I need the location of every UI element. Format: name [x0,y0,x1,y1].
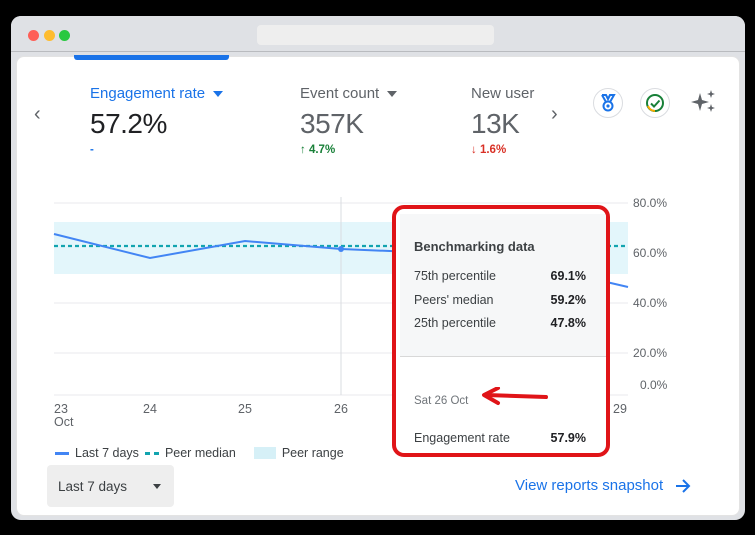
view-reports-snapshot-link[interactable]: View reports snapshot [515,477,691,494]
chevron-right-icon[interactable]: › [551,103,558,125]
data-quality-button[interactable] [640,88,670,118]
metric-delta: - [90,144,94,156]
y-tick: 40.0% [633,296,667,310]
tooltip-row-median: Peers' median 59.2% [414,293,586,307]
x-axis-labels: 23 Oct 24 25 26 29 [54,402,627,429]
metric-value: 13K [471,108,520,139]
tooltip-row-engagement: Engagement rate 57.9% [414,431,586,445]
engagement-chart[interactable]: 80.0% 60.0% 40.0% 20.0% 0.0% 23 Oct 24 2… [17,177,741,477]
caret-down-icon [153,483,162,489]
metric-label: Event count [300,85,398,102]
row-value: 69.1% [550,269,586,283]
arrow-right-icon [676,478,691,493]
metric-label-text: New user [471,85,535,102]
check-circle-icon [646,94,664,112]
caret-down-icon [213,90,224,97]
delta-value: 1.6% [479,144,507,156]
metric-label-text: Engagement rate [90,85,206,102]
y-tick: 20.0% [633,346,667,360]
metric-value: 57.2% [90,108,167,139]
metric-delta: ↓ 1.6% [471,144,539,156]
row-label: Peers' median [414,293,494,307]
active-metric-indicator [74,55,229,60]
browser-window: ‹ Engagement rate 57.2% - Event count 35… [11,16,745,520]
metric-label-text: Event count [300,85,380,102]
tooltip-date: Sat 26 Oct [414,395,469,407]
metric-delta: ↑ 4.7% [300,144,397,156]
legend-line-swatch [55,451,69,455]
metric-value: 357K [300,108,364,139]
row-label: 75th percentile [414,269,497,283]
caret-down-icon [387,90,398,97]
row-value: 59.2% [550,293,586,307]
row-value: 57.9% [550,431,586,445]
row-value: 47.8% [550,316,586,330]
legend-peer-median: Peer median [164,446,236,460]
y-tick: 60.0% [633,246,667,260]
row-label: 25th percentile [414,316,497,330]
x-tick: 25 [238,402,252,416]
metric-label: New user [471,85,539,102]
x-tick-month: Oct [54,415,74,429]
hover-point [338,246,344,252]
x-tick-23: 23 [54,402,68,416]
arrow-up-icon: ↑ [300,144,306,156]
legend-peer-range: Peer range [281,446,344,460]
maximize-window-button[interactable] [59,30,70,41]
engagement-card: ‹ Engagement rate 57.2% - Event count 35… [16,55,741,516]
address-bar[interactable] [257,25,494,45]
row-label: Engagement rate [414,431,510,445]
chevron-left-icon[interactable]: ‹ [34,103,41,125]
x-tick: 26 [334,402,348,416]
metric-tab-engagement-rate[interactable]: Engagement rate 57.2% - [90,85,224,156]
y-tick: 0.0% [640,378,668,392]
benchmarking-tooltip: Benchmarking data 75th percentile 69.1% … [392,205,610,457]
legend-range-swatch [253,447,276,459]
chart-legend: Last 7 days Peer median Peer range [55,446,344,460]
benchmark-medal-icon [601,94,616,112]
title-bar [11,16,745,52]
metric-tab-event-count[interactable]: Event count 357K ↑ 4.7% [300,85,398,156]
delta-value: 4.7% [308,144,336,156]
date-range-value: Last 7 days [58,478,128,494]
x-tick: 24 [143,402,157,416]
metric-label: Engagement rate [90,85,224,102]
arrow-down-icon: ↓ [471,144,477,156]
y-axis-labels: 80.0% 60.0% 40.0% 20.0% 0.0% [633,196,668,392]
tooltip-title: Benchmarking data [414,239,535,254]
x-tick: 29 [613,402,627,416]
legend-last-7-days: Last 7 days [75,446,139,460]
tooltip-row-25th: 25th percentile 47.8% [414,316,586,330]
benchmark-badge-button[interactable] [593,88,623,118]
metric-tab-new-users[interactable]: New user 13K ↓ 1.6% [471,85,539,156]
close-window-button[interactable] [28,30,39,41]
minimize-window-button[interactable] [44,30,55,41]
date-range-dropdown[interactable]: Last 7 days [47,465,174,507]
sparkle-insights-icon[interactable] [689,87,719,117]
tooltip-header-panel [400,214,606,357]
legend-dash-swatch [144,451,159,455]
y-tick: 80.0% [633,196,667,210]
snapshot-link-text: View reports snapshot [515,477,664,494]
tooltip-row-75th: 75th percentile 69.1% [414,269,586,283]
annotation-arrow-icon [482,387,548,405]
